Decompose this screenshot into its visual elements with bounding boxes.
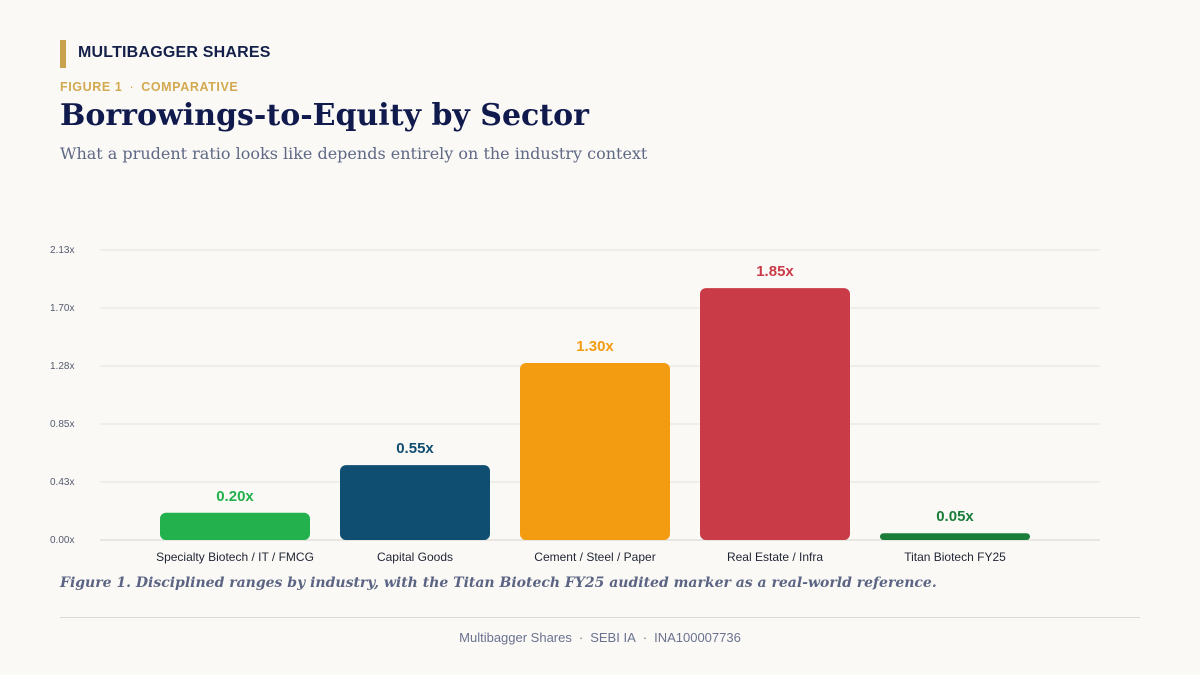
x-category-label: Titan Biotech FY25: [904, 550, 1006, 564]
bar-value-label: 0.20x: [216, 488, 254, 505]
y-tick-label: 0.00x: [50, 535, 74, 546]
footer-divider: [60, 617, 1140, 618]
x-category-label: Real Estate / Infra: [727, 550, 823, 564]
footer-separator: ·: [642, 630, 648, 645]
footer-separator: ·: [578, 630, 584, 645]
bar: [700, 288, 850, 540]
x-category-label: Capital Goods: [377, 550, 453, 564]
figure-caption: Figure 1. Disciplined ranges by industry…: [60, 575, 937, 591]
kicker-separator: ·: [129, 80, 135, 94]
y-tick-label: 2.13x: [50, 245, 74, 256]
footer-registration-id: INA100007736: [654, 630, 741, 645]
x-category-label: Cement / Steel / Paper: [534, 550, 655, 564]
chart-title: Borrowings-to-Equity by Sector: [60, 98, 589, 133]
brand-accent-bar: [60, 40, 66, 68]
footer-registration: SEBI IA: [590, 630, 636, 645]
y-tick-label: 1.28x: [50, 361, 74, 372]
figure-number: FIGURE 1: [60, 80, 123, 94]
bar-value-label: 0.55x: [396, 440, 434, 457]
bar: [880, 533, 1030, 540]
y-tick-label: 0.43x: [50, 477, 74, 488]
figure-kicker: FIGURE 1 · COMPARATIVE: [60, 80, 238, 94]
bar-value-label: 1.85x: [756, 263, 794, 280]
brand-name: MULTIBAGGER SHARES: [78, 44, 271, 61]
bar: [340, 465, 490, 540]
y-tick-label: 0.85x: [50, 419, 74, 430]
bar: [520, 363, 670, 540]
footer: Multibagger Shares · SEBI IA · INA100007736: [0, 630, 1200, 645]
bar: [160, 512, 310, 540]
footer-brand: Multibagger Shares: [459, 630, 572, 645]
bar-value-label: 0.05x: [936, 508, 974, 525]
bar-value-label: 1.30x: [576, 338, 614, 355]
figure-type: COMPARATIVE: [141, 80, 239, 94]
x-category-label: Specialty Biotech / IT / FMCG: [156, 550, 314, 564]
y-tick-label: 1.70x: [50, 303, 74, 314]
chart-subtitle: What a prudent ratio looks like depends …: [60, 144, 648, 163]
